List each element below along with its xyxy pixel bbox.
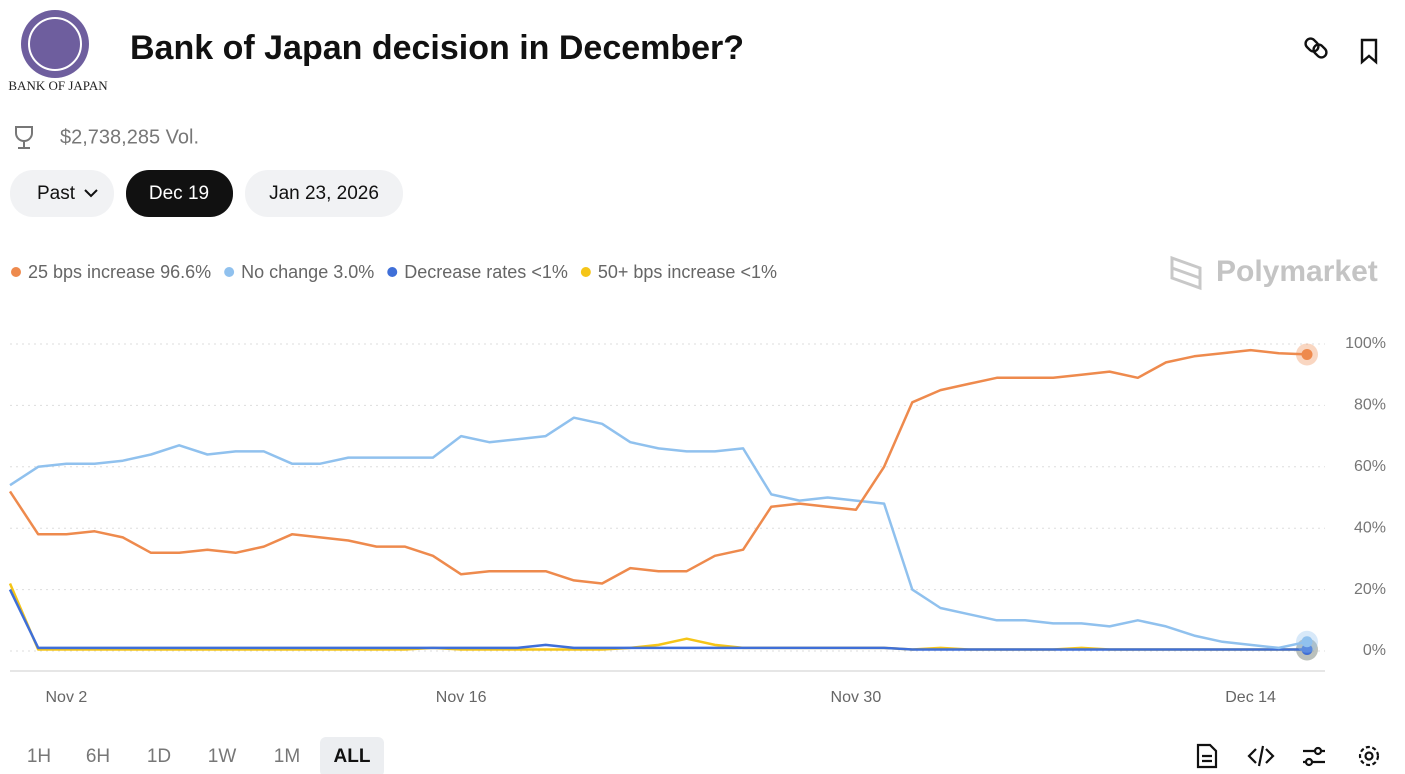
legend-value: <1% [531,262,568,282]
date-button[interactable] [245,170,403,217]
chart: 0% 20% 40% 60% 80% 100% Nov 2 Nov 16 Nov 30 Dec 1… [8,335,1386,706]
series-line [8,348,1308,585]
y-tick-label: 80% [1354,397,1386,414]
range-active-bg[interactable] [320,737,384,774]
legend-value: 96.6% [160,262,211,282]
legend-name: 50+ bps increase [598,262,736,282]
legend-swatch [224,267,235,277]
chevron [84,189,98,198]
x-tick-label: Nov 30 [831,689,882,706]
embed-icon[interactable] [1247,745,1275,767]
x-tick-label: Nov 16 [436,689,487,706]
range-button[interactable]: ALL [334,746,371,767]
legend: 25 bps increase 96.6% No change 3.0% Decreas… [11,262,777,282]
x-tick-label: Nov 2 [45,689,87,706]
toolbar-icons [1196,743,1380,769]
trophy-icon [15,126,33,149]
brand: Polymarket [1216,255,1378,288]
range-button[interactable]: 1D [147,746,171,767]
logo [21,10,89,78]
link-icon[interactable] [1304,37,1329,60]
legend-swatch [11,267,21,277]
y-tick-label: 60% [1354,458,1386,475]
y-tick-label: 0% [1363,642,1386,659]
filter-knob [1313,746,1323,756]
range-button[interactable]: 1M [274,746,300,767]
date-label[interactable]: Dec 19 [149,183,209,204]
legend-value: <1% [740,262,777,282]
legend-name: No change [241,262,328,282]
legend-value: 3.0% [333,262,374,282]
range-button[interactable]: 1W [208,746,237,767]
settings-icon[interactable] [1358,745,1380,767]
bookmark-icon[interactable] [1360,38,1378,65]
y-tick-label: 40% [1354,519,1386,536]
series-line [8,589,1307,651]
past-button[interactable] [10,170,114,217]
legend-swatch [387,267,398,277]
series-line [9,416,1308,650]
range-buttons: 1H 6H 1D 1W 1M ALL [27,737,384,774]
end-dot [1301,348,1313,360]
y-tick-label: 100% [1345,335,1386,352]
brand-icon [1170,255,1202,291]
logo-text: BANK OF JAPAN [8,78,108,93]
legend-name: Decrease rates [404,262,526,282]
date-button[interactable] [126,170,233,217]
filter-knob [1304,757,1314,767]
y-tick-label: 20% [1354,581,1386,598]
doc-icon[interactable] [1196,743,1218,769]
end-dot [1301,636,1313,648]
x-tick-label: Dec 14 [1225,689,1276,706]
settings-core [1364,751,1374,761]
range-button[interactable]: 1H [27,746,51,767]
volume: $2,738,285 Vol. [60,126,199,148]
legend-swatch [580,267,591,277]
range-button[interactable]: 6H [86,746,110,767]
date-label[interactable]: Jan 23, 2026 [269,183,379,204]
title: Bank of Japan decision in December? [130,29,744,67]
legend-name: 25 bps increase [28,262,155,282]
end-dot [1301,643,1313,655]
logo-ring [28,17,82,71]
past-label[interactable]: Past [37,183,76,204]
series-line [8,583,1307,651]
